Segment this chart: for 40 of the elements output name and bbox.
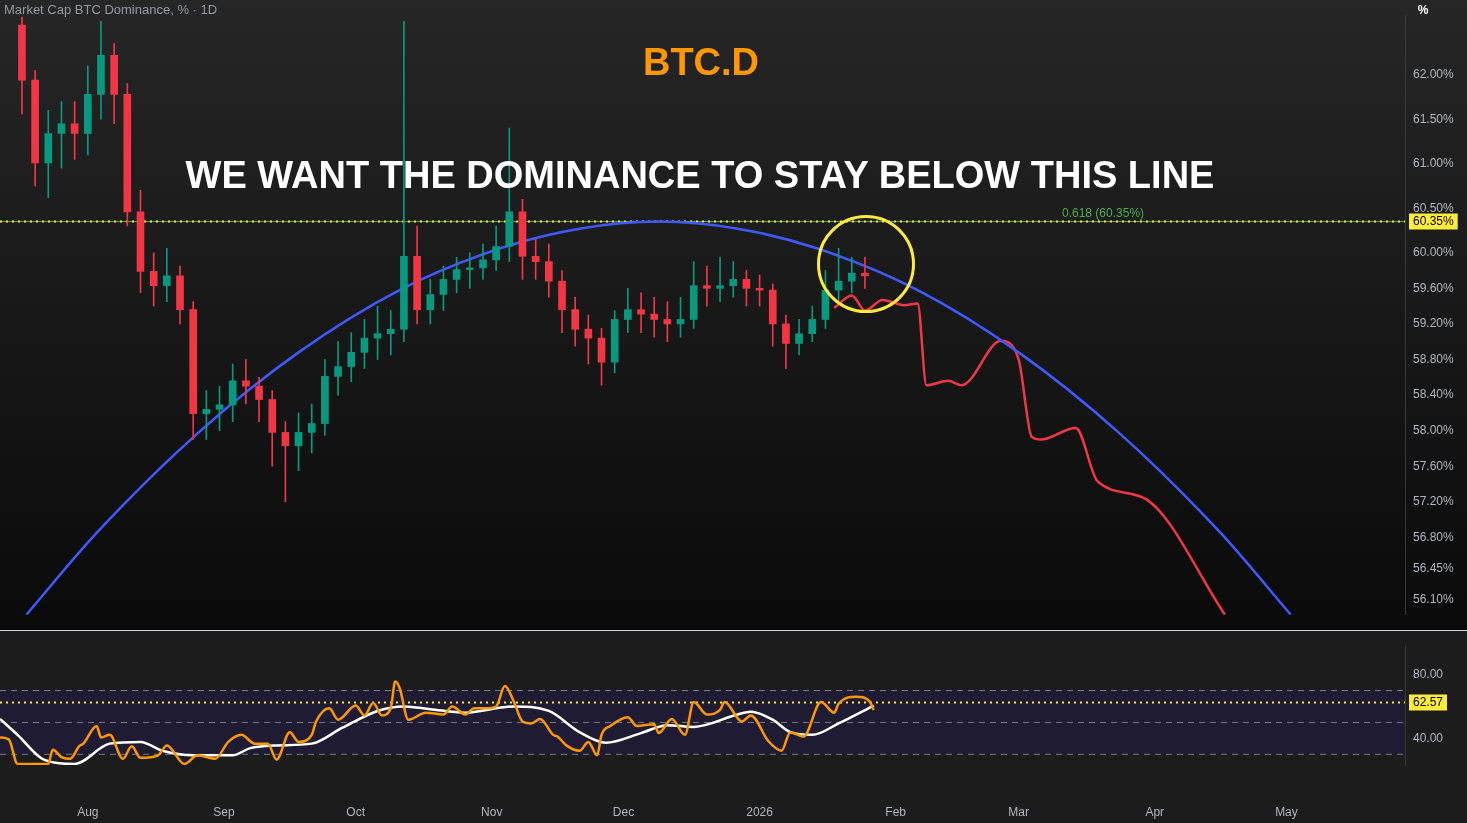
x-tick-label: Dec bbox=[612, 804, 635, 819]
y-tick-label: 57.20% bbox=[1413, 494, 1455, 509]
chart-subtitle: Market Cap BTC Dominance, % · 1D bbox=[4, 1, 218, 17]
y-tick-label: 56.80% bbox=[1413, 529, 1455, 544]
y-tick-label: 61.00% bbox=[1413, 156, 1455, 171]
y-tick-label: 59.20% bbox=[1413, 316, 1455, 331]
y-tick-label: 61.50% bbox=[1413, 111, 1455, 126]
x-tick-label: 2026 bbox=[746, 804, 774, 819]
line-series bbox=[25, 220, 1293, 615]
candlestick bbox=[716, 256, 724, 302]
ref-line-label: 0.618 (60.35%) bbox=[1062, 205, 1145, 220]
y-tick-label: 60.50% bbox=[1413, 200, 1455, 215]
x-tick-label: Apr bbox=[1145, 804, 1165, 819]
x-tick-label: Oct bbox=[346, 804, 366, 819]
y-tick-label: 58.00% bbox=[1413, 422, 1455, 437]
ref-line-label: 60.35% bbox=[1413, 213, 1455, 228]
line-series bbox=[0, 680, 875, 765]
x-tick-label: Mar bbox=[1008, 804, 1029, 819]
y-tick-label: 40.00 bbox=[1413, 730, 1444, 745]
x-tick-label: Nov bbox=[481, 804, 503, 819]
y-tick-label: 58.80% bbox=[1413, 351, 1455, 366]
y-tick-label: 80.00 bbox=[1413, 666, 1444, 681]
y-tick-label: 56.10% bbox=[1413, 591, 1455, 606]
x-tick-label: Sep bbox=[213, 804, 235, 819]
y-tick-label: 58.40% bbox=[1413, 387, 1455, 402]
x-tick-label: Feb bbox=[885, 804, 907, 819]
text: % bbox=[1417, 3, 1429, 18]
y-tick-label: 57.60% bbox=[1413, 458, 1455, 473]
ref-line-label: 62.57 bbox=[1413, 694, 1444, 709]
y-tick-label: 59.60% bbox=[1413, 280, 1455, 295]
x-tick-label: Aug bbox=[77, 804, 99, 819]
y-tick-label: 60.00% bbox=[1413, 245, 1455, 260]
annotation: WE WANT THE DOMINANCE TO STAY BELOW THIS LINE bbox=[185, 154, 1215, 197]
line-series bbox=[0, 704, 875, 765]
text: BTC.D bbox=[642, 41, 760, 84]
line-series bbox=[832, 294, 1227, 615]
y-tick-label: 62.00% bbox=[1413, 67, 1455, 82]
y-tick-label: 56.45% bbox=[1413, 560, 1455, 575]
candlestick bbox=[703, 265, 711, 307]
x-tick-label: May bbox=[1275, 804, 1298, 819]
